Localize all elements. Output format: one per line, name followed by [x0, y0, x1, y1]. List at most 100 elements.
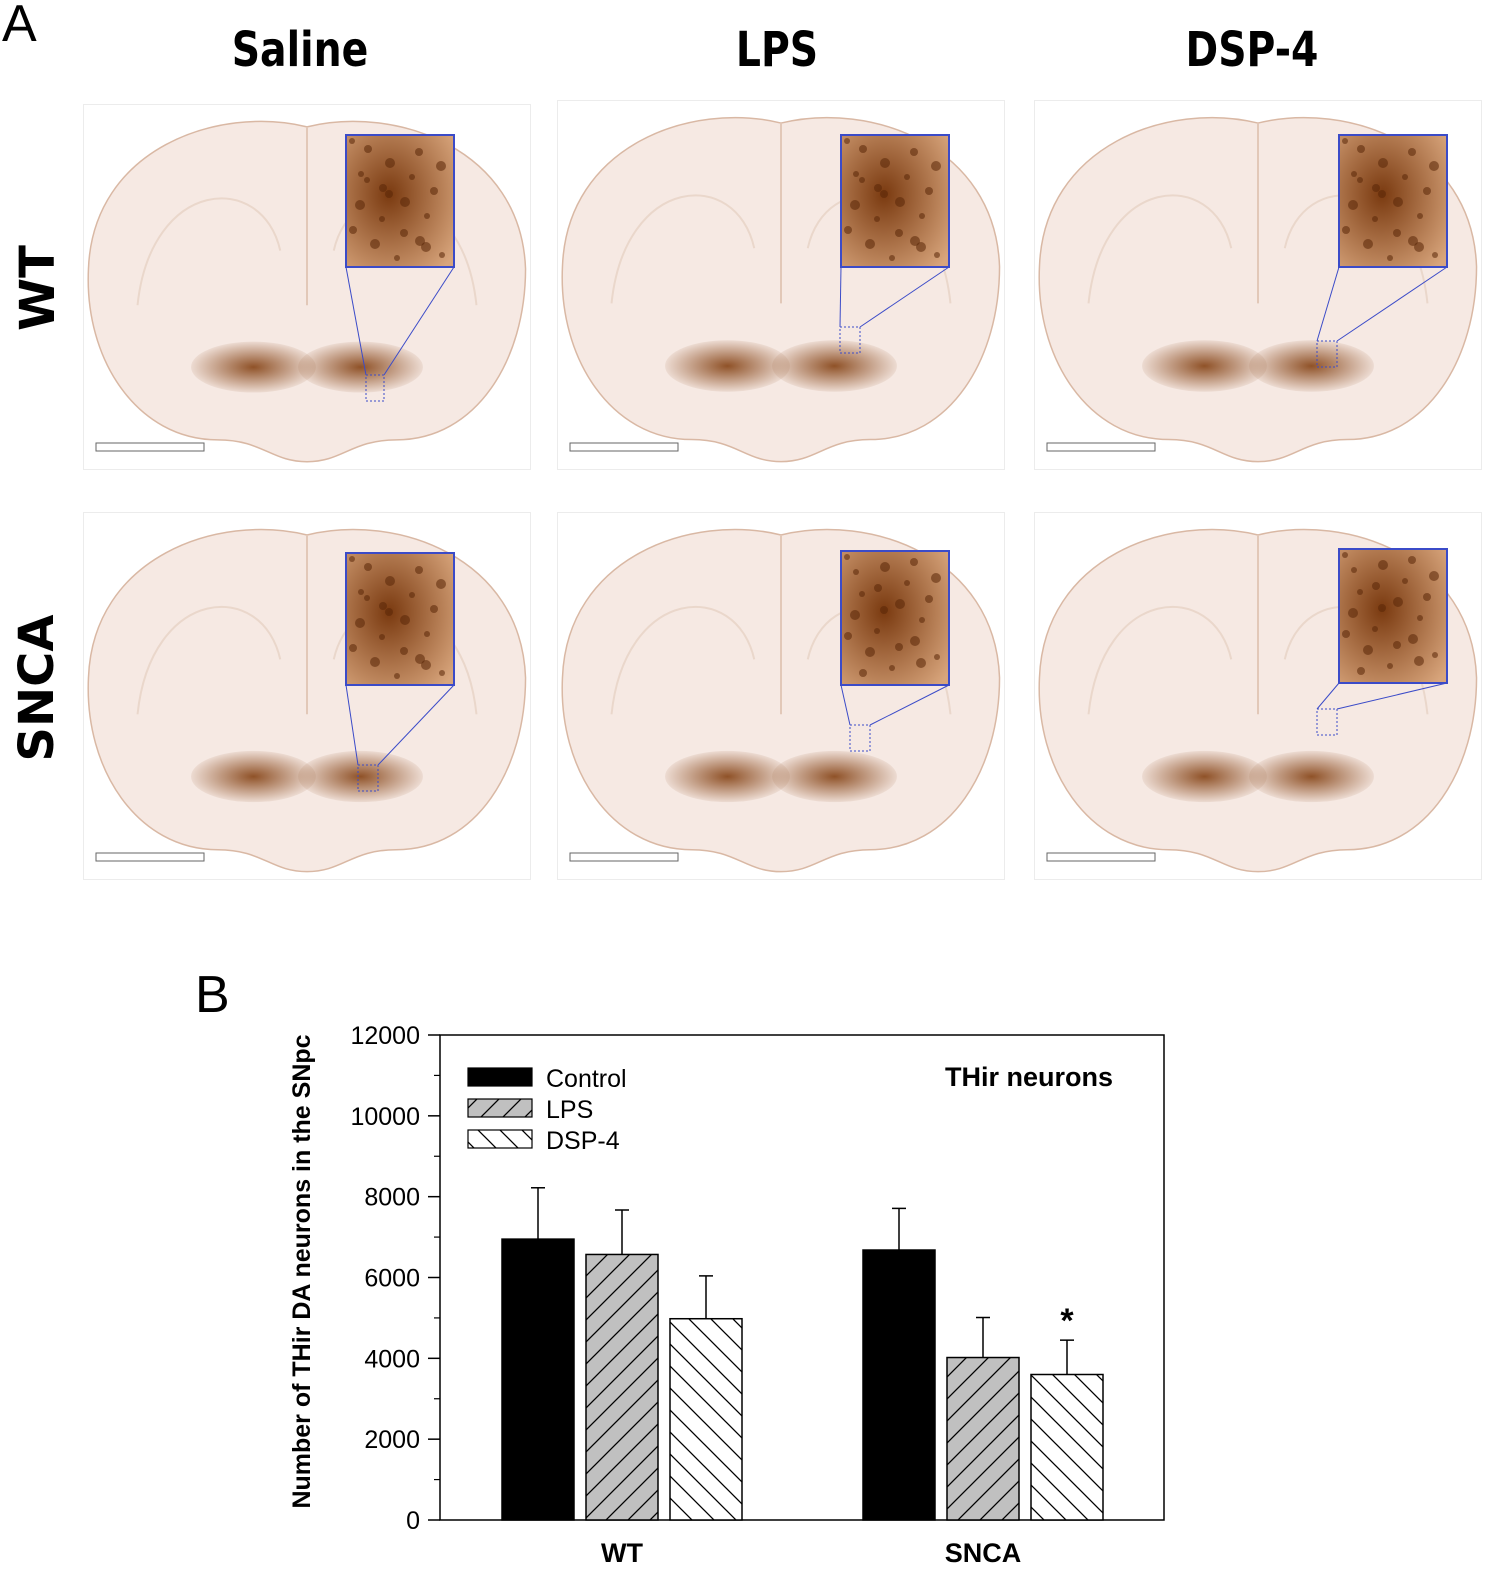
stained-cell	[439, 670, 445, 676]
micrograph-snca-lps	[557, 512, 1005, 880]
stained-cell	[364, 563, 372, 571]
stained-cell	[1357, 145, 1365, 153]
stained-cell	[1378, 190, 1386, 198]
hippocampus-left	[610, 194, 756, 304]
stained-cell	[880, 158, 890, 168]
stained-cell	[925, 187, 933, 195]
stained-cell	[1414, 656, 1424, 666]
stained-cell	[1423, 187, 1431, 195]
stained-cell	[424, 213, 430, 219]
substantia-nigra-left	[665, 340, 790, 392]
bar-chart: 0 2000 4000 6000 8000 10000 12000 Number of THi…	[288, 1022, 1165, 1568]
hippocampus-left	[1087, 194, 1233, 304]
stained-cell	[934, 654, 940, 660]
stained-cell	[880, 190, 888, 198]
magnified-inset	[345, 552, 455, 686]
substantia-nigra-right	[772, 750, 897, 803]
stained-cell	[904, 580, 910, 586]
bar-snca-control	[862, 1249, 936, 1521]
micrograph-wt-lps	[557, 100, 1005, 470]
stained-cell	[1408, 556, 1416, 564]
stained-cell	[1357, 177, 1363, 183]
stained-cell	[385, 190, 393, 198]
y-tick-label: 4000	[364, 1345, 420, 1373]
stained-cell	[1363, 645, 1373, 655]
legend-label: DSP-4	[546, 1127, 620, 1155]
stained-cell	[385, 576, 395, 586]
y-tick-label: 10000	[350, 1103, 420, 1131]
stained-cell	[358, 171, 364, 177]
micrograph-snca-saline	[83, 512, 531, 880]
legend-swatch-lps	[467, 1098, 533, 1118]
row-header-wt: WT	[10, 245, 66, 331]
micrograph-wt-dsp4-drawing	[1038, 116, 1478, 463]
stained-cell	[1348, 608, 1358, 618]
stained-cell	[409, 592, 415, 598]
stained-cell	[379, 634, 385, 640]
stained-cell	[844, 554, 850, 560]
stained-cell	[430, 605, 438, 613]
stained-cell	[1357, 667, 1365, 675]
stained-cell	[889, 255, 895, 261]
stained-cell	[853, 569, 859, 575]
micrograph-snca-dsp4-drawing	[1038, 528, 1478, 873]
column-header-lps: LPS	[735, 22, 819, 78]
stained-cell	[1342, 226, 1350, 234]
region-of-interest	[1316, 708, 1338, 736]
stained-cell	[1393, 641, 1401, 649]
micrograph-wt-lps-drawing	[561, 116, 1001, 463]
stained-cell	[385, 608, 393, 616]
bar-snca-lps	[946, 1356, 1020, 1521]
stained-cell	[853, 171, 859, 177]
substantia-nigra-left	[191, 341, 316, 393]
stained-cell	[349, 138, 355, 144]
row-header-snca: SNCA	[9, 614, 65, 762]
stained-cell	[1342, 138, 1348, 144]
region-of-interest	[849, 724, 871, 752]
stained-cell	[349, 644, 357, 652]
stained-cell	[1372, 216, 1378, 222]
scale-bar	[1046, 852, 1156, 862]
stained-cell	[1363, 239, 1373, 249]
stained-cell	[895, 643, 903, 651]
substantia-nigra-left	[1142, 750, 1267, 803]
stained-cell	[1342, 630, 1350, 638]
x-category-label: SNCA	[945, 1538, 1022, 1568]
stained-cell	[349, 556, 355, 562]
stained-cell	[1402, 578, 1408, 584]
stained-cell	[931, 573, 941, 583]
zoom-line-right	[1336, 682, 1448, 710]
hippocampus-left	[136, 197, 282, 306]
scale-bar	[569, 852, 679, 862]
stained-cell	[865, 647, 875, 657]
legend: Control LPS DSP-4	[467, 1065, 627, 1155]
stained-cell	[1432, 252, 1438, 258]
stained-cell	[1402, 174, 1408, 180]
bar-wt-dsp-4	[669, 1317, 743, 1521]
stained-cell	[844, 226, 852, 234]
zoom-line-right	[859, 266, 950, 328]
magnified-inset	[345, 134, 455, 268]
stained-cell	[370, 657, 380, 667]
stained-cell	[874, 184, 882, 192]
stained-cell	[1372, 582, 1380, 590]
substantia-nigra-right	[298, 341, 423, 393]
stained-cell	[358, 589, 364, 595]
stained-cell	[1408, 634, 1418, 644]
micrograph-wt-saline	[83, 104, 531, 470]
x-category-label: WT	[601, 1538, 643, 1568]
stained-cell	[415, 654, 425, 664]
stained-cell	[1417, 615, 1423, 621]
stained-cell	[436, 161, 446, 171]
stained-cell	[874, 628, 880, 634]
stained-cell	[844, 138, 850, 144]
micrograph-snca-lps-drawing	[561, 528, 1001, 873]
stained-cell	[355, 200, 365, 210]
stained-cell	[931, 161, 941, 171]
region-of-interest	[839, 326, 861, 354]
stained-cell	[1432, 652, 1438, 658]
stained-cell	[1408, 236, 1418, 246]
stained-cell	[910, 558, 918, 566]
hippocampus-left	[136, 605, 282, 715]
stained-cell	[916, 658, 926, 668]
